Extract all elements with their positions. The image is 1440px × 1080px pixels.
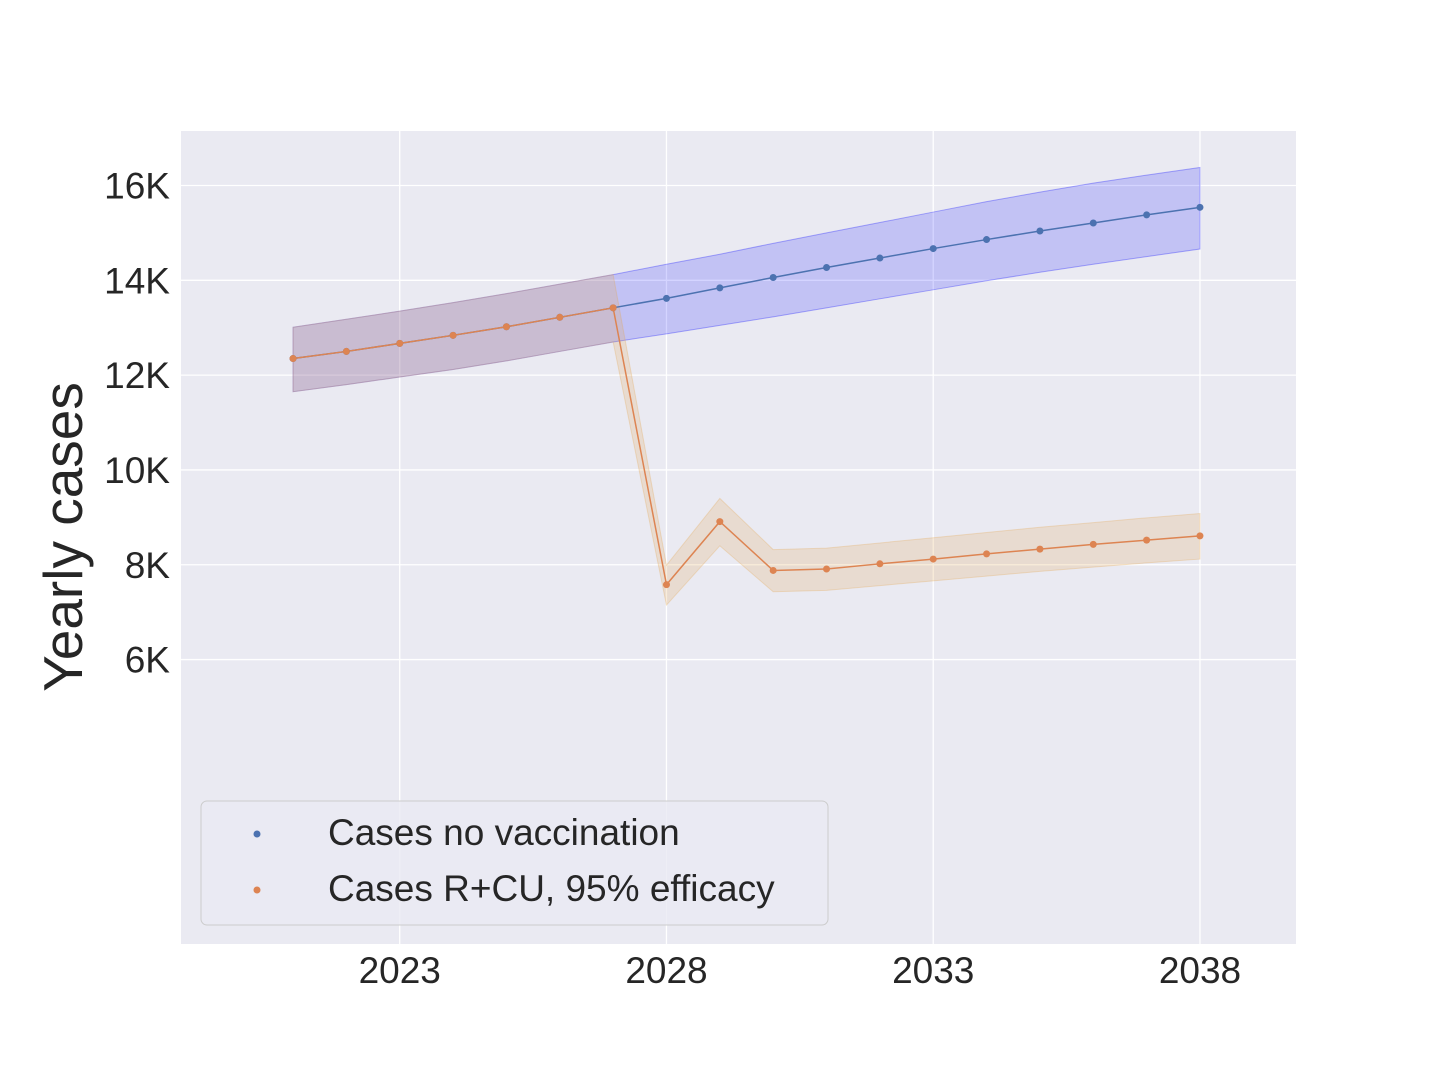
point-no-vaccination — [716, 284, 724, 292]
point-vaccination — [662, 581, 670, 589]
point-no-vaccination — [876, 254, 884, 262]
point-no-vaccination — [983, 236, 991, 244]
legend-marker-vaccination — [253, 886, 261, 894]
point-no-vaccination — [769, 273, 777, 281]
point-no-vaccination — [662, 294, 670, 302]
series-points — [289, 203, 1204, 589]
point-vaccination — [876, 560, 884, 568]
legend-marker-no-vaccination — [253, 830, 261, 838]
x-axis-ticks: 2023 2028 2033 2038 — [359, 950, 1242, 991]
y-tick-label: 12K — [104, 355, 170, 396]
y-tick-label: 10K — [104, 450, 170, 491]
point-vaccination — [983, 550, 991, 558]
point-vaccination — [449, 331, 457, 339]
y-tick-label: 16K — [104, 166, 170, 207]
point-vaccination — [502, 323, 510, 331]
confidence-bands — [292, 166, 1201, 607]
y-tick-label: 8K — [125, 545, 171, 586]
point-vaccination — [1143, 536, 1151, 544]
point-vaccination — [1036, 545, 1044, 553]
legend: Cases no vaccination Cases R+CU, 95% eff… — [200, 800, 829, 926]
point-vaccination — [929, 555, 937, 563]
grid — [181, 131, 1296, 944]
x-tick-label: 2038 — [1159, 950, 1241, 991]
point-vaccination — [556, 313, 564, 321]
point-no-vaccination — [1036, 227, 1044, 235]
point-no-vaccination — [929, 245, 937, 253]
point-vaccination — [342, 347, 350, 355]
x-tick-label: 2033 — [892, 950, 974, 991]
point-vaccination — [609, 304, 617, 312]
point-vaccination — [716, 518, 724, 526]
point-vaccination — [396, 339, 404, 347]
y-tick-label: 14K — [104, 260, 170, 301]
point-vaccination — [1089, 540, 1097, 548]
series-lines — [292, 206, 1201, 587]
point-no-vaccination — [823, 264, 831, 272]
point-no-vaccination — [1089, 219, 1097, 227]
y-axis-label: Yearly cases — [32, 382, 94, 692]
y-axis-ticks: 6K 8K 10K 12K 14K 16K — [104, 166, 170, 681]
point-vaccination — [289, 355, 297, 363]
y-tick-label: 6K — [125, 640, 171, 681]
line-vaccination — [292, 306, 1201, 587]
legend-label-no-vaccination: Cases no vaccination — [328, 812, 680, 853]
band-vaccination — [292, 274, 1201, 607]
x-tick-label: 2028 — [625, 950, 707, 991]
point-no-vaccination — [1196, 203, 1204, 211]
point-vaccination — [823, 565, 831, 573]
point-vaccination — [1196, 532, 1204, 540]
legend-label-vaccination: Cases R+CU, 95% efficacy — [328, 868, 775, 909]
x-tick-label: 2023 — [359, 950, 441, 991]
point-no-vaccination — [1143, 211, 1151, 219]
band-no-vaccination — [292, 166, 1201, 393]
legend-box — [200, 800, 829, 926]
point-vaccination — [769, 566, 777, 574]
